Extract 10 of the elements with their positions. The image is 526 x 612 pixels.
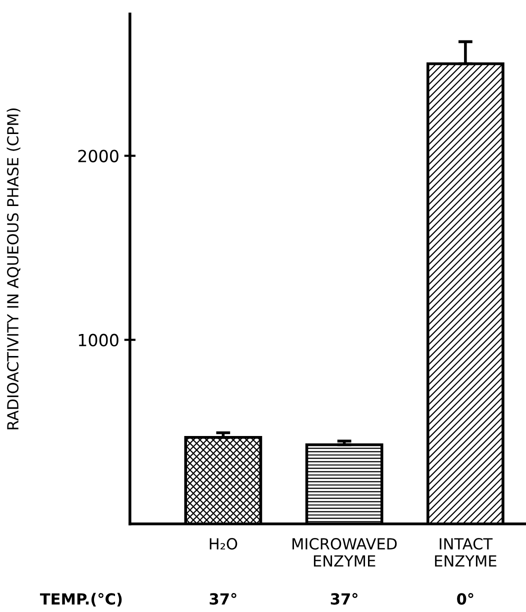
y-tick-label: 1000 bbox=[78, 334, 118, 346]
y-axis-title: RADIOACTIVITY IN AQUEOUS PHASE (CPM) bbox=[6, 108, 20, 430]
text: TEMP.(°C) bbox=[40, 592, 122, 606]
x-tick-label: MICROWAVED ENZYME bbox=[292, 538, 397, 566]
text: 0° bbox=[457, 593, 474, 605]
text: 37° bbox=[330, 593, 358, 605]
text: 37° bbox=[210, 593, 236, 605]
y-tick-label: 2000 bbox=[78, 150, 118, 162]
x-tick-label: INTACT ENZYME bbox=[435, 538, 496, 566]
x-tick-label: H₂O bbox=[210, 538, 238, 550]
